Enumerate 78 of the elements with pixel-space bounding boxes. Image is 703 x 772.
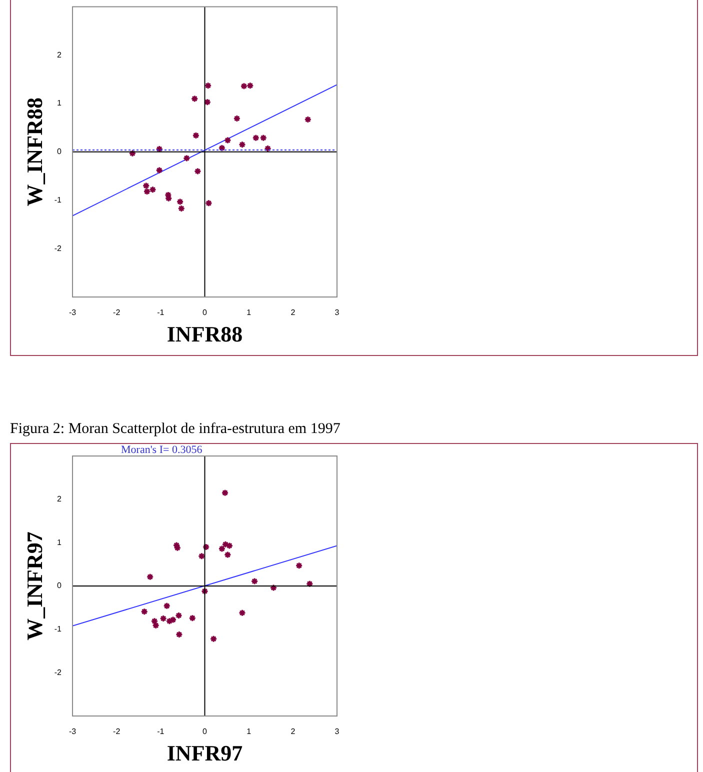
point (175, 630, 183, 638)
point (204, 98, 212, 106)
y-axis-title: W_INFR97 (22, 532, 47, 640)
point (238, 609, 246, 617)
point (264, 144, 272, 152)
point (250, 577, 258, 585)
x-tick-label: -2 (113, 308, 121, 318)
y-tick-label: 0 (57, 147, 62, 156)
point (166, 617, 174, 625)
y-tick-label: 2 (57, 50, 62, 60)
x-tick-label: -2 (113, 727, 121, 736)
point (163, 602, 171, 610)
point (246, 82, 254, 90)
y-tick-label: 1 (57, 98, 62, 108)
chart-title: Figura 2: Moran Scatterplot de infra-estrutura em 1997 (10, 421, 340, 438)
x-tick-label: -3 (68, 308, 77, 318)
x-tick-label: 1 (246, 308, 252, 318)
point (304, 116, 312, 124)
point (188, 614, 196, 622)
point (169, 616, 177, 624)
point (226, 542, 234, 550)
x-tick-label: 3 (334, 727, 340, 736)
x-tick-label: 2 (290, 308, 296, 318)
point (204, 82, 212, 90)
point (252, 134, 260, 142)
point (175, 612, 182, 620)
point (160, 614, 168, 622)
point (240, 82, 248, 90)
point (221, 489, 229, 497)
point (190, 94, 198, 102)
y-tick-label: 2 (57, 494, 62, 504)
x-tick-label: 0 (202, 727, 208, 736)
point (143, 188, 151, 196)
point (224, 136, 232, 144)
point (233, 114, 241, 122)
x-tick-label: -1 (157, 308, 165, 318)
y-tick-label: -2 (54, 244, 62, 253)
x-axis-title: INFR97 (166, 740, 243, 766)
point (128, 150, 136, 158)
y-tick-label: -1 (54, 624, 62, 634)
point (306, 580, 314, 588)
point (194, 167, 202, 175)
point (218, 544, 226, 552)
y-tick-label: 0 (57, 581, 62, 590)
x-axis-title: INFR88 (166, 321, 243, 346)
point (210, 635, 218, 643)
point (176, 198, 184, 206)
x-tick-label: 0 (202, 308, 208, 318)
point (164, 194, 172, 202)
point (270, 584, 278, 592)
annotation: Moran's I= 0.3056 (121, 444, 202, 456)
point (148, 186, 156, 194)
point (260, 134, 268, 142)
point (224, 551, 232, 559)
x-tick-label: 2 (290, 727, 296, 736)
y-tick-label: 1 (57, 538, 62, 547)
x-tick-label: -1 (157, 727, 165, 736)
point (140, 608, 148, 616)
point (192, 132, 200, 140)
x-tick-label: -3 (68, 727, 77, 736)
y-axis-title: W_INFR88 (22, 98, 47, 206)
point (202, 543, 210, 551)
point (222, 540, 230, 548)
point (146, 573, 154, 581)
point (182, 154, 190, 162)
point (238, 140, 246, 148)
point (198, 552, 206, 560)
point (295, 562, 303, 570)
point (178, 204, 186, 212)
point (204, 199, 212, 207)
point (156, 166, 164, 174)
y-tick-label: -2 (54, 668, 62, 677)
point (142, 182, 150, 190)
y-tick-label: -1 (54, 195, 62, 204)
point (201, 587, 209, 595)
x-tick-label: 1 (246, 727, 252, 736)
point (218, 144, 226, 152)
x-tick-label: 3 (334, 308, 340, 318)
